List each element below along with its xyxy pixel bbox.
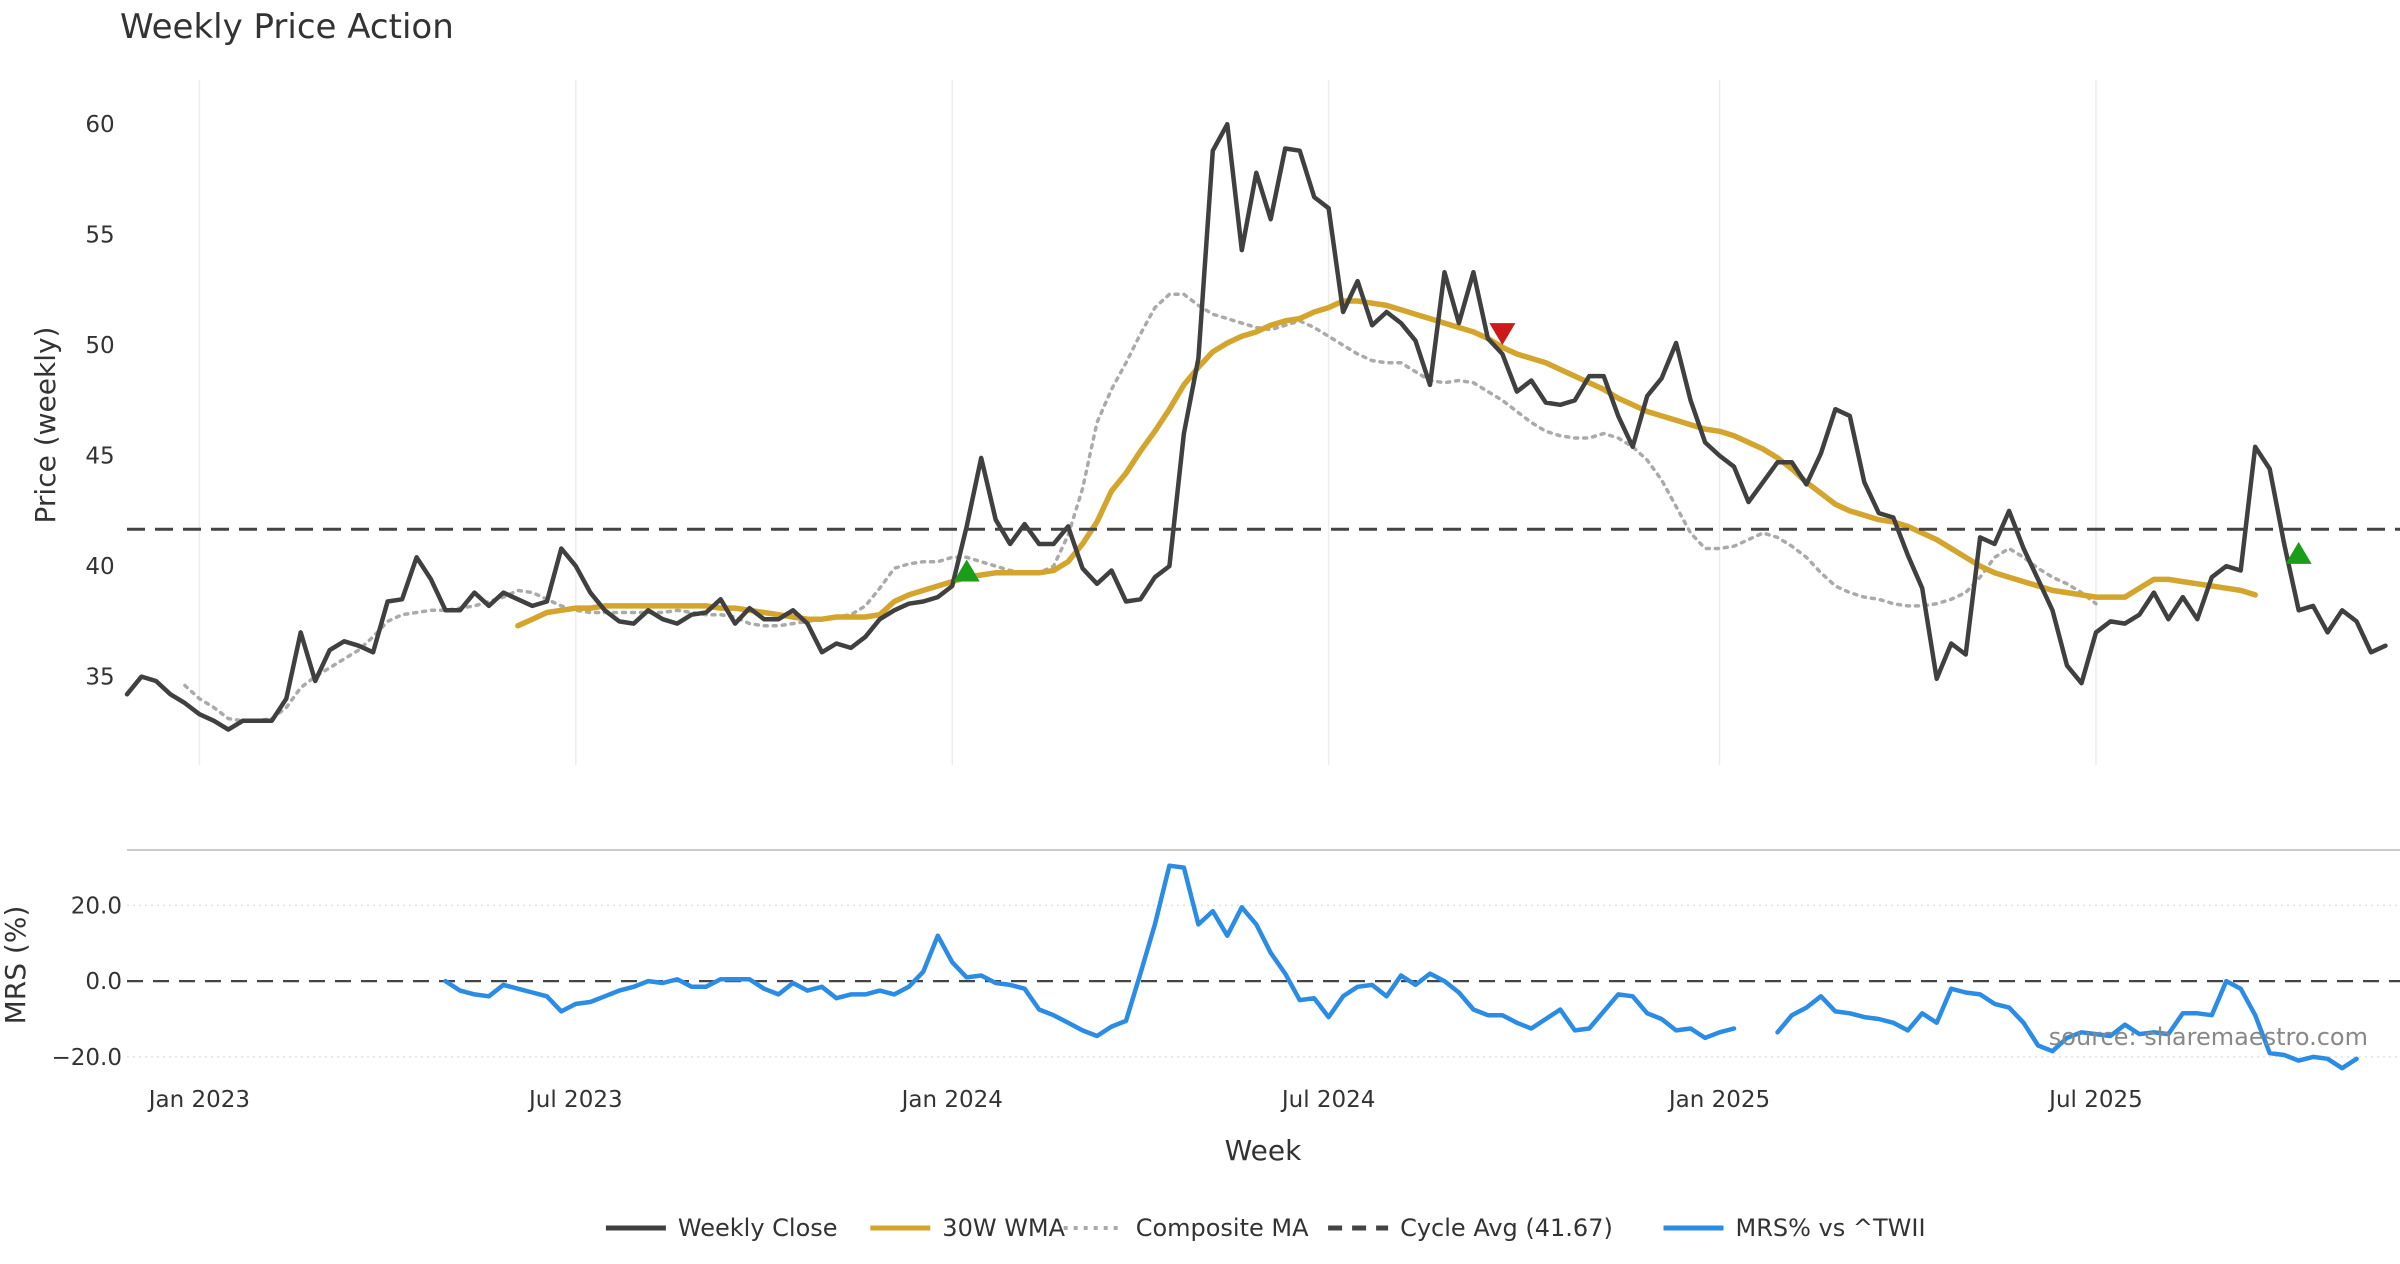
series-mrs-segment — [1775, 978, 2359, 1071]
chart-title: Weekly Price Action — [120, 7, 454, 47]
mrs-y-tick-label: 0.0 — [85, 969, 122, 995]
x-ticks: Jan 2023 Jul 2023 Jan 2024 Jul 2024 Jan 2025… — [147, 1087, 2143, 1113]
mrs-y-ticks: −20.0 0.0 20.0 — [52, 893, 122, 1070]
price-y-tick-label: 55 — [85, 223, 114, 249]
x-tick-label: Jan 2023 — [147, 1087, 250, 1113]
price-y-ticks: 35 40 45 50 55 60 — [85, 112, 114, 690]
sell-signal-marker — [1489, 323, 1516, 346]
mrs-y-tick-label: −20.0 — [52, 1045, 122, 1071]
price-series-group — [124, 121, 2400, 732]
legend-label-cycle-avg-41-67: Cycle Avg (41.67) — [1400, 1214, 1613, 1242]
x-tick-label: Jul 2023 — [527, 1087, 623, 1113]
series-weekly-close — [124, 121, 2388, 732]
legend-label-30w-wma: 30W WMA — [942, 1214, 1065, 1242]
price-y-tick-label: 35 — [85, 665, 114, 691]
x-tick-label: Jan 2024 — [900, 1087, 1003, 1113]
source-watermark: source: sharemaestro.com — [2049, 1023, 2368, 1051]
price-y-tick-label: 60 — [85, 112, 114, 138]
series-mrs-segment — [443, 863, 1737, 1041]
x-tick-label: Jul 2024 — [1280, 1087, 1376, 1113]
x-tick-label: Jan 2025 — [1667, 1087, 1770, 1113]
series-composite-ma — [183, 292, 2098, 723]
series-30w-wma — [515, 298, 2258, 629]
signal-markers — [953, 323, 2312, 582]
legend-label-mrs-vs-twii: MRS% vs ^TWII — [1736, 1214, 1926, 1242]
buy-signal-marker — [953, 559, 980, 582]
buy-signal-marker — [2285, 541, 2312, 564]
legend-label-composite-ma: Composite MA — [1136, 1214, 1309, 1242]
price-y-axis-label: Price (weekly) — [29, 327, 62, 524]
mrs-y-axis-label: MRS (%) — [0, 906, 32, 1025]
legend: Weekly Close 30W WMA Composite MA Cycle Avg… — [605, 1214, 1926, 1242]
price-panel-grid — [198, 80, 2097, 765]
legend-label-weekly-close: Weekly Close — [678, 1214, 838, 1242]
mrs-panel-grid — [127, 904, 2400, 1058]
price-y-tick-label: 45 — [85, 444, 114, 470]
mrs-y-tick-label: 20.0 — [71, 893, 122, 919]
price-y-tick-label: 50 — [85, 333, 114, 359]
price-y-tick-label: 40 — [85, 554, 114, 580]
mrs-series-group — [443, 863, 2359, 1071]
x-tick-label: Jul 2025 — [2047, 1087, 2143, 1113]
x-axis-label: Week — [1225, 1134, 1302, 1167]
